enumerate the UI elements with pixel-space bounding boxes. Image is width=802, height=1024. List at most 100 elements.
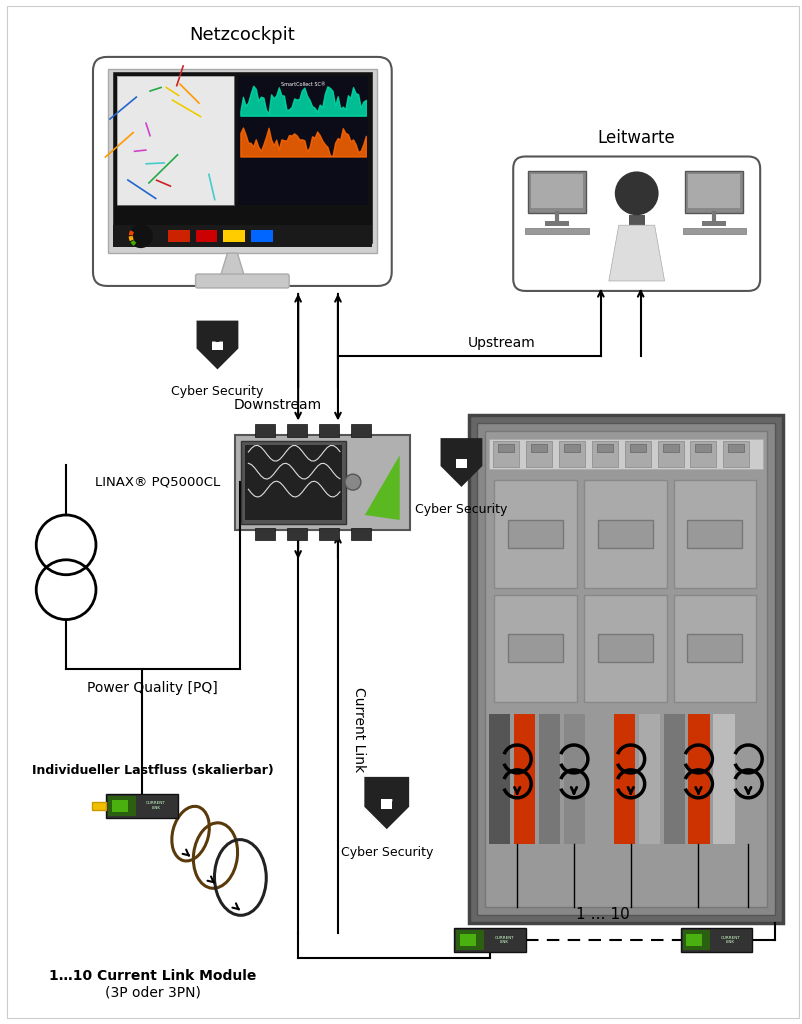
Bar	[107, 69, 376, 253]
Polygon shape	[440, 438, 482, 486]
Bar	[737, 714, 759, 844]
Bar	[685, 171, 743, 213]
Bar	[235, 435, 409, 530]
Bar	[245, 445, 342, 520]
Bar	[111, 800, 128, 812]
Text: Power Quality [PQ]: Power Quality [PQ]	[87, 681, 218, 695]
Bar	[686, 934, 702, 946]
Circle shape	[345, 474, 360, 490]
Bar	[687, 635, 741, 663]
Bar	[223, 230, 245, 242]
Bar	[657, 441, 683, 467]
Text: 1 … 10: 1 … 10	[576, 907, 630, 923]
Text: Cyber Security: Cyber Security	[415, 503, 507, 516]
Polygon shape	[221, 253, 244, 276]
Text: 1…10 Current Link Module: 1…10 Current Link Module	[49, 969, 256, 983]
Bar	[525, 441, 551, 467]
Bar	[682, 228, 745, 234]
Bar	[476, 423, 774, 915]
FancyBboxPatch shape	[93, 57, 391, 286]
Bar	[558, 441, 584, 467]
Bar	[318, 528, 338, 540]
Bar	[588, 714, 610, 844]
Bar	[488, 439, 762, 469]
Bar	[318, 424, 338, 437]
Bar	[168, 230, 189, 242]
Bar	[255, 528, 275, 540]
Bar	[597, 520, 652, 548]
Bar	[117, 76, 234, 205]
Bar	[113, 225, 371, 247]
Text: Individueller Lastfluss (skalierbar): Individueller Lastfluss (skalierbar)	[32, 764, 273, 777]
Bar	[107, 796, 136, 816]
Polygon shape	[196, 321, 238, 370]
Bar	[596, 444, 612, 453]
Text: Netzcockpit: Netzcockpit	[189, 26, 295, 44]
Bar	[508, 635, 562, 663]
Bar	[113, 72, 371, 243]
Bar	[456, 930, 484, 950]
Bar	[494, 480, 576, 588]
Bar	[456, 459, 466, 468]
Bar	[117, 76, 234, 205]
Text: Cyber Security: Cyber Security	[340, 846, 432, 858]
Bar	[613, 714, 634, 844]
Bar	[583, 595, 666, 702]
FancyBboxPatch shape	[512, 157, 759, 291]
Bar	[628, 215, 644, 225]
Bar	[638, 714, 659, 844]
Bar	[673, 480, 755, 588]
Bar	[255, 424, 275, 437]
Bar	[212, 342, 222, 350]
Bar	[381, 800, 392, 809]
Bar	[687, 520, 741, 548]
Text: Upstream: Upstream	[467, 336, 534, 350]
Bar	[530, 174, 582, 208]
Text: (3P oder 3PN): (3P oder 3PN)	[105, 986, 200, 1000]
Text: Cyber Security: Cyber Security	[171, 385, 263, 397]
Polygon shape	[364, 456, 399, 520]
FancyBboxPatch shape	[196, 274, 289, 288]
Bar	[673, 595, 755, 702]
Text: CURRENT
LINK: CURRENT LINK	[494, 936, 513, 944]
Bar	[624, 441, 650, 467]
Bar	[350, 528, 371, 540]
Bar	[484, 431, 766, 907]
Text: LINAX® PQ5000CL: LINAX® PQ5000CL	[95, 475, 221, 488]
Bar	[251, 230, 273, 242]
Bar	[563, 714, 585, 844]
Bar	[712, 714, 734, 844]
Bar	[238, 76, 367, 205]
Bar	[454, 928, 525, 952]
Bar	[682, 930, 710, 950]
Bar	[538, 714, 560, 844]
Bar	[662, 444, 678, 453]
Bar	[723, 441, 748, 467]
Bar	[498, 444, 513, 453]
Bar	[241, 441, 346, 524]
Circle shape	[614, 171, 658, 215]
Bar	[287, 528, 306, 540]
Bar	[513, 714, 535, 844]
Bar	[492, 441, 519, 467]
Bar	[727, 444, 743, 453]
Polygon shape	[608, 225, 664, 281]
Bar	[528, 171, 585, 213]
Bar	[597, 635, 652, 663]
Bar	[629, 444, 645, 453]
Bar	[525, 228, 588, 234]
Bar	[695, 444, 711, 453]
Polygon shape	[364, 777, 409, 829]
Bar	[702, 221, 726, 226]
Bar	[287, 424, 306, 437]
Bar	[583, 480, 666, 588]
Text: Current Link: Current Link	[351, 686, 366, 772]
Text: CURRENT
LINK: CURRENT LINK	[146, 802, 165, 810]
Bar	[92, 802, 106, 810]
Bar	[545, 221, 569, 226]
Text: CURRENT
LINK: CURRENT LINK	[719, 936, 739, 944]
Bar	[488, 714, 510, 844]
Bar	[687, 714, 709, 844]
Bar	[494, 595, 576, 702]
Bar	[662, 714, 684, 844]
